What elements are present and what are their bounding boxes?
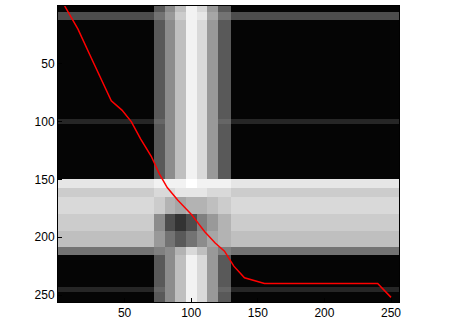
svg-text:200: 200	[35, 230, 55, 244]
svg-text:100: 100	[35, 115, 55, 129]
svg-text:250: 250	[381, 306, 401, 320]
svg-text:150: 150	[248, 306, 268, 320]
svg-text:50: 50	[41, 57, 55, 71]
svg-text:50: 50	[118, 306, 132, 320]
svg-text:250: 250	[35, 288, 55, 302]
svg-text:150: 150	[35, 173, 55, 187]
svg-text:100: 100	[181, 306, 201, 320]
svg-text:200: 200	[314, 306, 334, 320]
